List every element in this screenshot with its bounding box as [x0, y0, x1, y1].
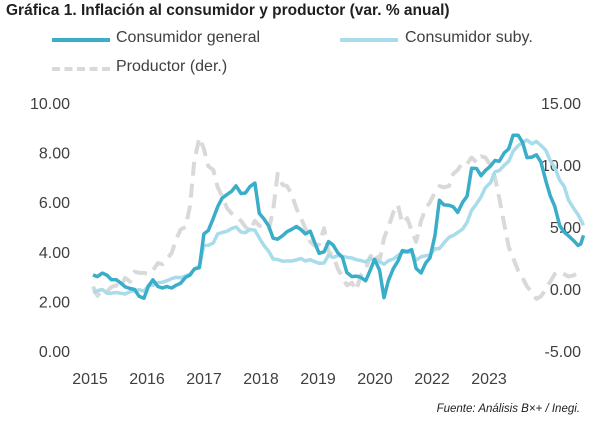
legend-label-consumidor-general: Consumidor general — [116, 29, 261, 46]
legend-label-consumidor-suby: Consumidor suby. — [405, 29, 533, 46]
y-left-tick-label: 6.00 — [39, 195, 70, 212]
y-left-tick-label: 8.00 — [39, 146, 70, 163]
legend-swatch-productor — [52, 67, 110, 71]
source-note: Fuente: Análisis B×+ / Inegi. — [436, 403, 580, 415]
x-tick-label: 2018 — [243, 371, 279, 388]
x-tick-label: 2022 — [414, 371, 450, 388]
y-left-tick-label: 10.00 — [30, 96, 70, 113]
x-tick-label: 2016 — [129, 371, 165, 388]
legend-swatch-consumidor-general — [52, 38, 110, 42]
y-left-tick-label: 4.00 — [39, 245, 70, 262]
x-tick-label: 2023 — [471, 371, 507, 388]
x-tick-label: 2015 — [72, 371, 108, 388]
y-right-tick-label: 0.00 — [550, 282, 581, 299]
y-left-tick-label: 0.00 — [39, 344, 70, 361]
y-right-tick-label: 10.00 — [541, 158, 581, 175]
y-left-tick-label: 2.00 — [39, 294, 70, 311]
y-right-tick-label: -5.00 — [545, 344, 582, 361]
x-tick-label: 2017 — [186, 371, 222, 388]
x-tick-label: 2019 — [300, 371, 336, 388]
legend-swatch-consumidor-suby — [340, 38, 398, 42]
legend-label-productor: Productor (der.) — [116, 58, 228, 75]
y-right-tick-label: 15.00 — [541, 96, 581, 113]
x-tick-label: 2020 — [357, 371, 393, 388]
series-line-consumidor-general — [92, 133, 586, 300]
chart-title: Gráfica 1. Inflación al consumidor y pro… — [6, 2, 450, 19]
series-line-productor-der — [91, 135, 579, 301]
